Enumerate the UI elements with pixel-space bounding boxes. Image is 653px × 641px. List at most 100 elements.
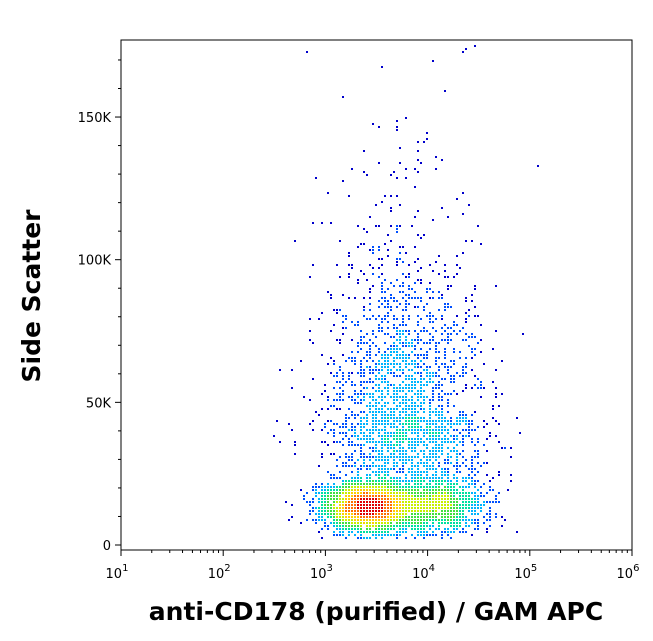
data-point: [363, 393, 365, 395]
data-point: [429, 429, 431, 431]
data-point: [405, 456, 407, 458]
data-point: [468, 426, 470, 428]
data-point: [417, 150, 419, 152]
data-point: [444, 507, 446, 509]
data-point: [333, 441, 335, 443]
data-point: [414, 528, 416, 530]
data-point: [480, 324, 482, 326]
data-point: [426, 501, 428, 503]
data-point: [441, 498, 443, 500]
data-point: [405, 438, 407, 440]
data-point: [372, 504, 374, 506]
data-point: [435, 156, 437, 158]
data-point: [447, 405, 449, 407]
data-point: [453, 492, 455, 494]
data-point: [402, 354, 404, 356]
data-point: [369, 456, 371, 458]
data-point: [381, 396, 383, 398]
data-point: [450, 513, 452, 515]
data-point: [384, 387, 386, 389]
data-point: [345, 315, 347, 317]
data-point: [321, 429, 323, 431]
data-point: [420, 498, 422, 500]
data-point: [387, 303, 389, 305]
data-point: [450, 306, 452, 308]
data-point: [411, 420, 413, 422]
data-point: [339, 519, 341, 521]
data-point: [426, 483, 428, 485]
data-point: [384, 420, 386, 422]
data-point: [390, 417, 392, 419]
data-point: [330, 429, 332, 431]
data-point: [450, 339, 452, 341]
data-point: [351, 519, 353, 521]
x-tick-base: 10: [412, 567, 429, 582]
data-point: [381, 501, 383, 503]
data-point: [462, 435, 464, 437]
data-point: [426, 354, 428, 356]
data-point: [396, 516, 398, 518]
data-point: [432, 315, 434, 317]
data-point: [333, 516, 335, 518]
data-point: [393, 453, 395, 455]
data-point: [342, 510, 344, 512]
data-point: [369, 501, 371, 503]
data-point: [339, 240, 341, 242]
data-point: [360, 492, 362, 494]
data-point: [414, 438, 416, 440]
data-point: [372, 456, 374, 458]
data-point: [351, 504, 353, 506]
data-point: [423, 384, 425, 386]
data-point: [444, 357, 446, 359]
data-point: [342, 507, 344, 509]
data-point: [342, 444, 344, 446]
data-point: [408, 456, 410, 458]
data-point: [345, 507, 347, 509]
data-point: [357, 225, 359, 227]
data-point: [399, 390, 401, 392]
data-point: [465, 504, 467, 506]
data-point: [384, 468, 386, 470]
data-point: [279, 441, 281, 443]
data-point: [444, 309, 446, 311]
data-point: [333, 513, 335, 515]
data-point: [360, 426, 362, 428]
data-point: [438, 396, 440, 398]
data-point: [444, 429, 446, 431]
data-point: [369, 303, 371, 305]
data-point: [474, 528, 476, 530]
data-point: [336, 519, 338, 521]
data-point: [384, 417, 386, 419]
data-point: [393, 366, 395, 368]
data-point: [309, 501, 311, 503]
data-point: [492, 489, 494, 491]
data-point: [483, 504, 485, 506]
data-point: [384, 429, 386, 431]
data-point: [360, 336, 362, 338]
data-point: [402, 450, 404, 452]
data-point: [387, 432, 389, 434]
data-point: [432, 516, 434, 518]
data-point: [450, 495, 452, 497]
data-point: [384, 333, 386, 335]
data-point: [435, 348, 437, 350]
data-point: [393, 519, 395, 521]
data-point: [354, 516, 356, 518]
data-point: [396, 351, 398, 353]
data-point: [426, 375, 428, 377]
data-point: [420, 534, 422, 536]
data-point: [471, 336, 473, 338]
data-point: [357, 459, 359, 461]
data-point: [393, 297, 395, 299]
data-point: [456, 516, 458, 518]
data-point: [459, 453, 461, 455]
data-point: [429, 411, 431, 413]
data-point: [396, 417, 398, 419]
data-point: [360, 348, 362, 350]
data-point: [393, 525, 395, 527]
data-point: [357, 393, 359, 395]
data-point: [396, 489, 398, 491]
data-point: [396, 369, 398, 371]
data-point: [471, 480, 473, 482]
data-point: [489, 519, 491, 521]
